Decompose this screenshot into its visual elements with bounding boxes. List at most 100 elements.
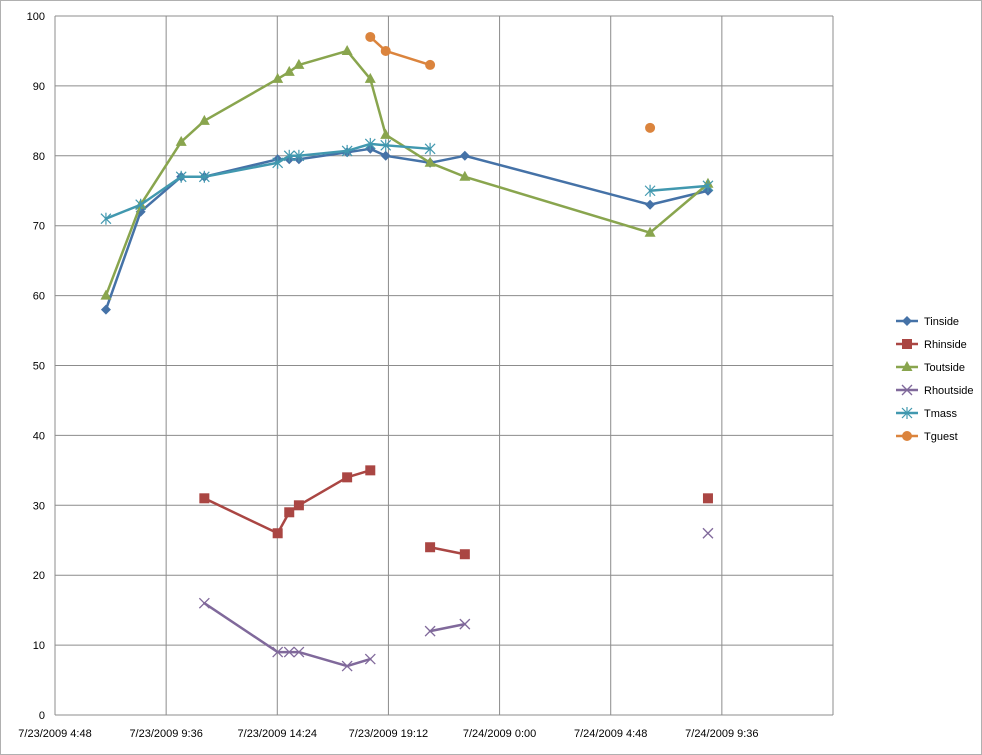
series-line (104, 49, 710, 297)
y-tick-label: 60 (33, 291, 45, 303)
series-line (104, 147, 710, 311)
x-axis-tick-labels: 7/23/2009 4:48 7/23/2009 9:36 7/23/2009 14… (18, 728, 758, 740)
data-point (284, 507, 295, 518)
data-point (198, 597, 210, 609)
data-point (272, 156, 284, 169)
data-point (380, 150, 391, 161)
data-point (644, 226, 656, 237)
data-point (902, 339, 912, 349)
legend-label: Rhinside (924, 339, 967, 351)
data-point (424, 142, 436, 155)
legend-label: Rhoutside (924, 385, 974, 397)
data-point (425, 59, 436, 70)
legend-entry-tguest: Tguest (896, 431, 958, 443)
data-point (645, 122, 656, 133)
data-point (901, 407, 913, 419)
series-line (648, 184, 710, 192)
data-point (283, 65, 295, 76)
data-point (100, 289, 112, 300)
legend-entry-rhinside: Rhinside (896, 339, 967, 351)
series-layer (100, 31, 714, 672)
data-point (175, 135, 187, 146)
data-point (283, 149, 295, 162)
series-line (428, 622, 467, 633)
x-tick-label: 7/24/2009 4:48 (574, 728, 647, 740)
legend-label: Tmass (924, 408, 958, 420)
series-toutside (100, 44, 714, 300)
legend-label: Tguest (924, 431, 958, 443)
data-point (198, 170, 210, 183)
data-point (272, 646, 284, 658)
x-tick-label: 7/24/2009 9:36 (685, 728, 758, 740)
data-point (459, 549, 470, 560)
data-point (272, 528, 283, 539)
gridlines (54, 15, 834, 716)
data-point (100, 304, 111, 315)
data-point (702, 527, 714, 539)
legend-entry-toutside: Toutside (896, 361, 965, 374)
y-tick-label: 70 (33, 221, 45, 233)
series-tguest (365, 31, 656, 133)
data-point (365, 465, 376, 476)
data-point (293, 58, 305, 69)
legend: Tinside Rhinside Toutside Rhoutside Tmass Tgu… (896, 316, 974, 443)
data-point (364, 653, 376, 665)
data-point (380, 139, 392, 152)
legend-entry-tmass: Tmass (896, 407, 958, 420)
data-point (199, 493, 210, 504)
data-point (342, 472, 353, 483)
y-tick-label: 20 (33, 570, 45, 582)
legend-label: Tinside (924, 316, 959, 328)
data-point (425, 542, 436, 553)
data-point (272, 72, 284, 83)
data-point (293, 149, 305, 162)
y-tick-label: 0 (39, 710, 45, 722)
series-line (428, 545, 467, 556)
series-tmass (100, 137, 714, 225)
data-point (293, 646, 305, 658)
data-point (644, 184, 656, 197)
y-tick-label: 100 (27, 11, 45, 23)
data-point (100, 212, 112, 225)
data-point (459, 170, 471, 181)
data-point (380, 45, 391, 56)
series-rhinside (199, 465, 713, 560)
data-point (702, 179, 714, 192)
y-axis-tick-labels: 0 10 20 30 40 50 60 70 80 90 100 (27, 11, 45, 722)
series-line (369, 35, 432, 67)
data-point (424, 156, 436, 167)
data-point (902, 431, 912, 441)
data-point (341, 660, 353, 672)
data-point (380, 128, 392, 139)
data-point (341, 44, 353, 55)
legend-label: Toutside (924, 362, 965, 374)
series-rhoutside (198, 527, 714, 672)
data-point (135, 198, 147, 211)
y-tick-label: 10 (33, 640, 45, 652)
data-point (364, 137, 376, 150)
y-tick-label: 30 (33, 500, 45, 512)
data-point (645, 199, 656, 210)
legend-entry-tinside: Tinside (896, 316, 959, 328)
data-point (175, 170, 187, 183)
data-point (365, 31, 376, 42)
data-point (901, 384, 913, 396)
data-point (424, 625, 436, 637)
x-tick-label: 7/23/2009 9:36 (129, 728, 202, 740)
data-point (341, 144, 353, 157)
y-tick-label: 50 (33, 361, 45, 373)
data-point (901, 361, 913, 371)
x-tick-label: 7/23/2009 4:48 (18, 728, 91, 740)
data-point (902, 316, 912, 326)
y-tick-label: 80 (33, 151, 45, 163)
data-point (293, 500, 304, 511)
x-tick-label: 7/23/2009 19:12 (349, 728, 429, 740)
x-tick-label: 7/24/2009 0:00 (463, 728, 536, 740)
x-tick-label: 7/23/2009 14:24 (238, 728, 318, 740)
y-tick-label: 40 (33, 430, 45, 442)
data-point (364, 72, 376, 83)
legend-entry-rhoutside: Rhoutside (896, 384, 974, 397)
data-point (459, 150, 470, 161)
series-tinside (100, 143, 713, 315)
